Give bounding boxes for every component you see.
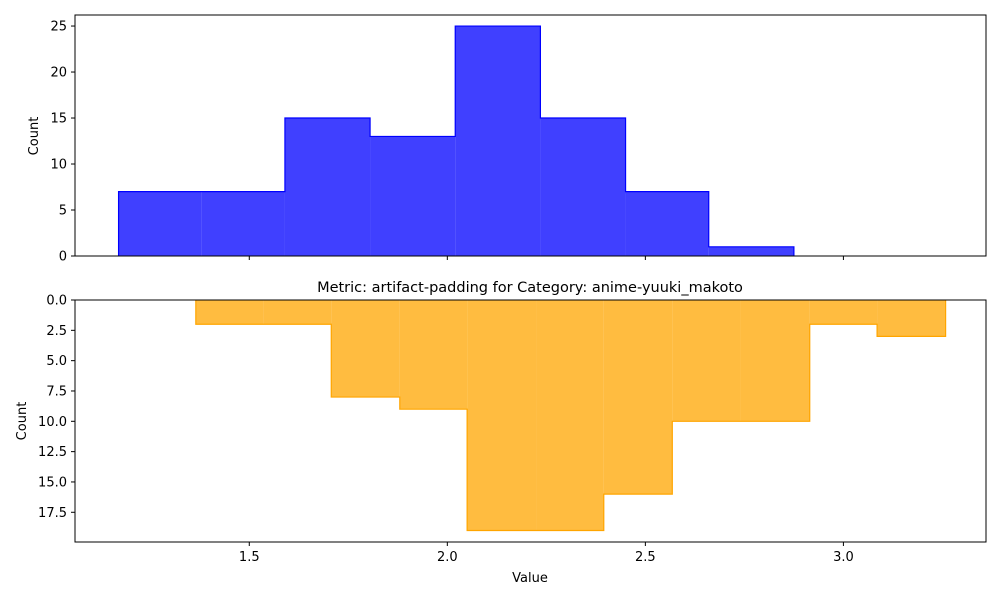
y-tick-label: 15: [50, 112, 67, 127]
y-tick-label: 0.0: [46, 294, 67, 309]
histogram-bar: [118, 191, 202, 256]
y-tick-label: 15.0: [38, 475, 67, 490]
x-tick-label: 1.5: [239, 550, 260, 565]
top-axes-frame: [74, 14, 987, 257]
x-tick-label: 2.5: [635, 550, 656, 565]
top-y-axis-label: Count: [27, 117, 42, 156]
histogram-bar: [467, 300, 537, 531]
histogram-bar: [201, 191, 285, 256]
y-tick-label: 17.5: [38, 506, 67, 521]
histogram-bar: [672, 300, 741, 422]
histogram-bar: [331, 300, 400, 398]
histogram-bar: [536, 300, 604, 531]
histogram-bar: [399, 300, 468, 410]
top-histogram-bars: [117, 25, 795, 257]
bottom-histogram-bars: [195, 300, 947, 532]
y-tick-label: 5: [59, 204, 67, 219]
top-histogram-panel: Count 0 5 10 15 20 25: [27, 14, 987, 265]
histogram-bar: [195, 300, 264, 325]
x-tick-label: 2.0: [437, 550, 458, 565]
histogram-bar: [625, 191, 709, 256]
y-tick-label: 10: [50, 158, 67, 173]
y-tick-label: 2.5: [46, 324, 67, 339]
y-tick-label: 5.0: [46, 354, 67, 369]
bottom-x-axis-label: Value: [512, 571, 548, 586]
bottom-chart-title: Metric: artifact-padding for Category: a…: [317, 280, 743, 296]
top-y-ticks: 0 5 10 15 20 25: [50, 20, 75, 265]
y-tick-label: 0: [59, 250, 67, 265]
bottom-axes-frame: [74, 299, 987, 543]
bottom-x-ticks: 1.5 2.0 2.5 3.0: [239, 542, 854, 565]
histogram-bar: [740, 300, 810, 422]
histogram-step-outline: [117, 25, 795, 256]
histogram-bar: [284, 118, 371, 257]
bottom-histogram-panel: Metric: artifact-padding for Category: a…: [15, 280, 987, 586]
histogram-bar: [540, 118, 626, 257]
histogram-bar: [877, 300, 946, 337]
histogram-bar: [708, 246, 794, 256]
bottom-y-ticks: 0.0 2.5 5.0 7.5 10.0 12.5 15.0 17.5: [38, 294, 75, 521]
histogram-step-outline: [195, 300, 947, 532]
bottom-y-axis-label: Count: [15, 402, 30, 441]
x-tick-label: 3.0: [833, 550, 854, 565]
histogram-bar: [263, 300, 332, 325]
y-tick-label: 7.5: [46, 384, 67, 399]
histogram-bar: [370, 136, 456, 256]
top-x-ticks: [248, 256, 844, 260]
y-tick-label: 12.5: [38, 445, 67, 460]
histogram-bar: [455, 26, 541, 256]
y-tick-label: 10.0: [38, 415, 67, 430]
y-tick-label: 20: [50, 66, 67, 81]
histogram-bar: [809, 300, 878, 325]
histogram-bar: [603, 300, 673, 495]
y-tick-label: 25: [50, 20, 67, 35]
